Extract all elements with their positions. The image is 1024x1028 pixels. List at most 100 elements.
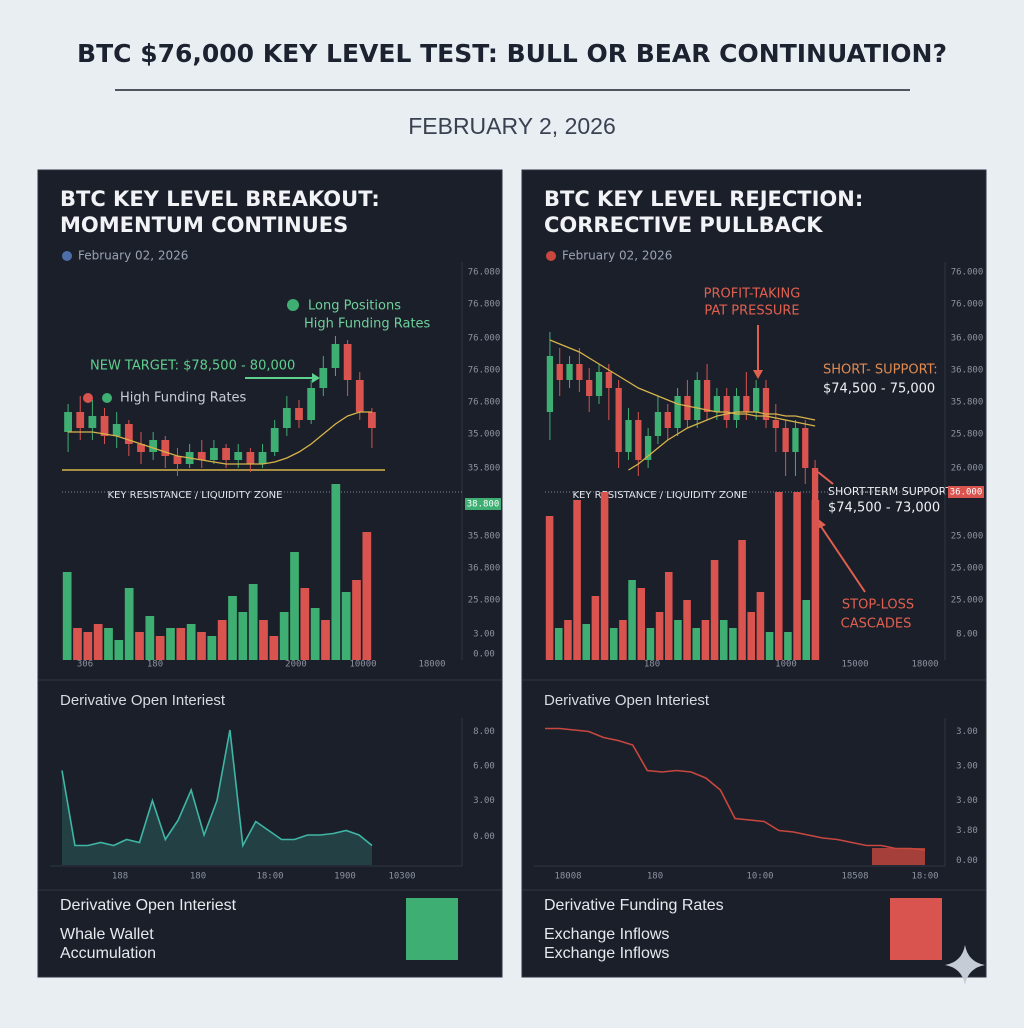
y-tick-label: 3.00 xyxy=(956,762,978,772)
candle-body xyxy=(88,416,97,428)
volume-bar xyxy=(62,572,72,660)
volume-bar xyxy=(774,492,783,660)
x-tick-label: 18000 xyxy=(911,660,938,670)
candle-body xyxy=(307,388,316,420)
candle-body xyxy=(635,420,642,460)
candle-body xyxy=(753,388,760,412)
moving-average xyxy=(68,411,372,465)
end-block xyxy=(872,848,925,865)
volume-bar xyxy=(176,628,186,660)
volume-bar xyxy=(352,580,361,660)
y-tick-label: 0.00 xyxy=(473,650,495,660)
volume-bar xyxy=(591,596,600,660)
panel-title: MOMENTUM CONTINUES xyxy=(60,213,348,237)
volume-bar xyxy=(655,612,664,660)
volume-bar xyxy=(341,592,351,660)
candle-body xyxy=(343,344,352,380)
date-icon xyxy=(62,251,72,261)
candle-body xyxy=(100,416,109,436)
annotation-arrow xyxy=(753,370,763,379)
volume-bar xyxy=(259,620,268,660)
volume-bar xyxy=(701,620,710,660)
volume-bar xyxy=(104,628,113,660)
volume-bar xyxy=(300,588,310,660)
volume-bar xyxy=(738,540,746,660)
y-tick-label: 76.000 xyxy=(951,300,984,310)
panel-date: February 02, 2026 xyxy=(78,249,188,263)
annotation: $74,500 - 73,000 xyxy=(828,501,940,516)
volume-bar xyxy=(729,628,737,660)
volume-bar xyxy=(600,492,609,660)
volume-bar xyxy=(664,572,673,660)
candle-body xyxy=(792,428,799,452)
candle-body xyxy=(270,428,279,452)
volume-bar xyxy=(321,620,330,660)
price-tag-label: 38.800 xyxy=(467,500,500,510)
line xyxy=(61,729,373,849)
footer-text: Exchange Inflows xyxy=(544,926,669,943)
y-tick-label: 35.800 xyxy=(468,532,501,542)
x-tick-label: 18:00 xyxy=(911,872,938,882)
y-tick-label: 76.080 xyxy=(468,268,501,278)
candle-body xyxy=(556,364,563,380)
page-title: BTC $76,000 KEY LEVEL TEST: BULL OR BEAR… xyxy=(77,39,947,68)
footer-text: Exchange Inflows xyxy=(544,945,669,962)
swatch xyxy=(406,898,458,960)
candle-body xyxy=(615,388,622,452)
volume-bar xyxy=(683,600,691,660)
volume-bar xyxy=(217,620,227,660)
annotation: STOP-LOSS xyxy=(842,598,914,613)
annotation-arrow xyxy=(819,524,866,593)
y-tick-label: 76.000 xyxy=(951,268,984,278)
x-tick-label: 180 xyxy=(147,660,163,670)
volume-bar xyxy=(93,624,103,660)
y-tick-label: 35.800 xyxy=(468,464,501,474)
candle-body xyxy=(605,372,612,388)
annotation-arrow xyxy=(312,373,320,383)
volume-bar xyxy=(545,516,554,660)
candle-body xyxy=(723,396,730,420)
y-tick-label: 8.00 xyxy=(473,727,495,737)
candle-body xyxy=(733,396,740,420)
volume-bar xyxy=(362,532,372,660)
x-tick-label: 10000 xyxy=(349,660,376,670)
volume-bar xyxy=(290,552,299,660)
y-tick-label: 76.800 xyxy=(468,398,501,408)
candle-body xyxy=(802,428,809,468)
y-tick-label: 36.800 xyxy=(951,366,984,376)
volume-bar xyxy=(207,636,217,660)
candle-body xyxy=(173,456,182,464)
volume-bar xyxy=(710,560,719,660)
x-tick-label: 180 xyxy=(647,872,663,882)
candle-body xyxy=(210,448,218,460)
volume-bar xyxy=(124,588,134,660)
candle-body xyxy=(149,440,158,452)
y-tick-label: 36.000 xyxy=(951,334,984,344)
swatch xyxy=(890,898,942,960)
x-tick-label: 18:00 xyxy=(256,872,283,882)
volume-bar xyxy=(269,636,279,660)
panel-title: BTC KEY LEVEL BREAKOUT: xyxy=(60,187,380,211)
volume-bar xyxy=(238,612,248,660)
y-tick-label: 3.00 xyxy=(473,630,495,640)
candle-body xyxy=(112,424,121,436)
x-tick-label: 306 xyxy=(77,660,93,670)
candle-body xyxy=(694,380,701,420)
annotation: PAT PRESSURE xyxy=(704,304,799,319)
candle-body xyxy=(595,372,603,396)
volume-bar xyxy=(310,608,320,660)
candle-body xyxy=(368,412,376,428)
panel xyxy=(521,169,987,978)
volume-bar xyxy=(155,636,165,660)
footer-text: Whale Wallet xyxy=(60,926,154,943)
x-tick-label: 10:00 xyxy=(746,872,773,882)
x-tick-label: 18000 xyxy=(418,660,445,670)
volume-bar xyxy=(765,632,774,660)
annotation-icon xyxy=(102,393,112,403)
price-tag xyxy=(948,486,984,498)
annotation-icon xyxy=(83,393,93,403)
candle-body xyxy=(703,380,711,412)
candle-body xyxy=(76,412,85,428)
y-tick-label: 76.000 xyxy=(468,334,501,344)
